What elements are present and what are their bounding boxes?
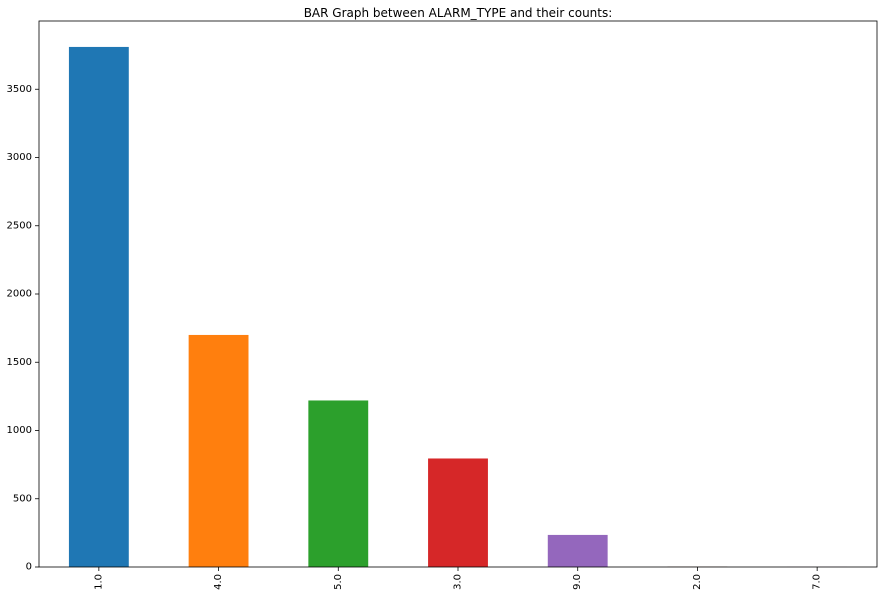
x-tick-label: 7.0 — [812, 574, 823, 590]
x-tick-label: 3.0 — [453, 574, 464, 590]
y-tick-label: 3000 — [7, 152, 32, 163]
y-tick-label: 2000 — [7, 289, 32, 300]
bars-group — [68, 46, 848, 568]
x-tick-label: 9.0 — [572, 574, 583, 590]
plot-frame — [38, 20, 878, 568]
y-tick-label: 1000 — [7, 425, 32, 436]
y-tick-label: 3500 — [7, 84, 32, 95]
y-tick-label: 0 — [26, 562, 32, 573]
bar-3.0 — [428, 458, 488, 567]
x-tick-label: 5.0 — [333, 574, 344, 590]
bar-5.0 — [308, 400, 369, 567]
bar-4.0 — [188, 334, 249, 567]
bar-1.0 — [68, 46, 129, 568]
x-tick-label: 4.0 — [213, 574, 224, 590]
chart-title: BAR Graph between ALARM_TYPE and their c… — [304, 6, 613, 20]
x-tick-label: 2.0 — [692, 574, 703, 590]
y-tick-label: 500 — [13, 493, 32, 504]
x-tick-label: 1.0 — [93, 574, 104, 590]
x-axis: 1.0 4.0 5.0 3.0 9.0 2.0 7.0 — [93, 567, 823, 590]
y-tick-label: 1500 — [7, 357, 32, 368]
y-axis: 0 500 1000 1500 2000 2500 3000 3500 — [7, 84, 39, 573]
bar-9.0 — [547, 534, 608, 567]
y-tick-label: 2500 — [7, 220, 32, 231]
